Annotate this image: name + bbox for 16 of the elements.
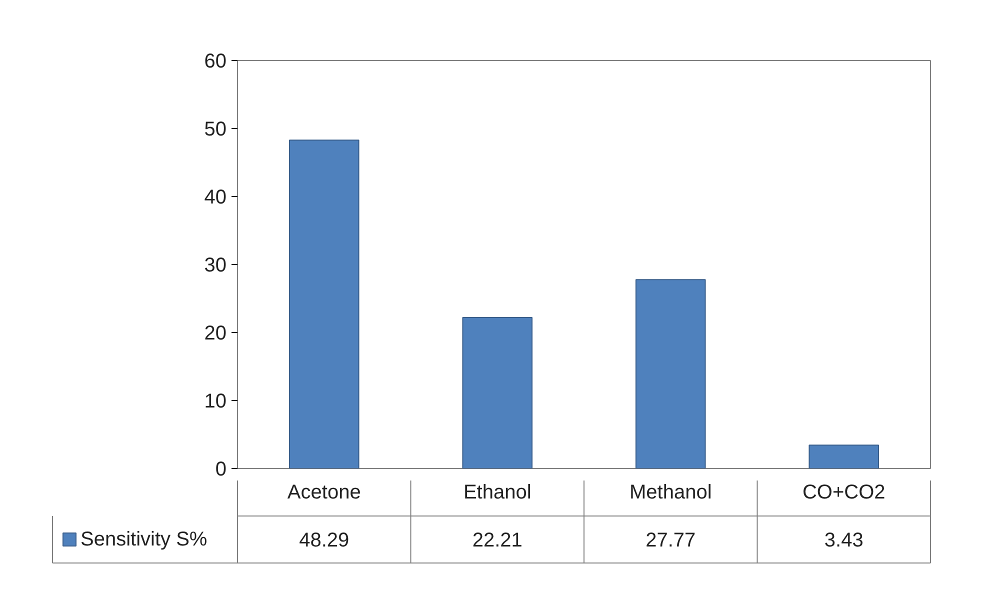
x-tick-label: Methanol xyxy=(629,482,712,504)
legend-label: Sensitivity S% xyxy=(80,528,208,550)
x-tick-label: Ethanol xyxy=(463,482,532,504)
y-tick-label: 20 xyxy=(204,322,227,344)
data-label: 22.21 xyxy=(472,530,522,552)
y-tick-label: 30 xyxy=(204,254,227,276)
x-tick-label: CO+CO2 xyxy=(802,482,886,504)
y-tick-label: 0 xyxy=(215,458,226,480)
y-tick-label: 10 xyxy=(204,390,227,412)
y-tick-label: 40 xyxy=(204,186,227,208)
x-tick-label: Acetone xyxy=(287,482,361,504)
y-tick-label: 50 xyxy=(204,118,227,140)
data-label: 48.29 xyxy=(299,530,350,552)
data-label: 27.77 xyxy=(646,530,696,552)
y-tick-label: 60 xyxy=(204,50,227,72)
data-label: 3.43 xyxy=(824,530,864,552)
